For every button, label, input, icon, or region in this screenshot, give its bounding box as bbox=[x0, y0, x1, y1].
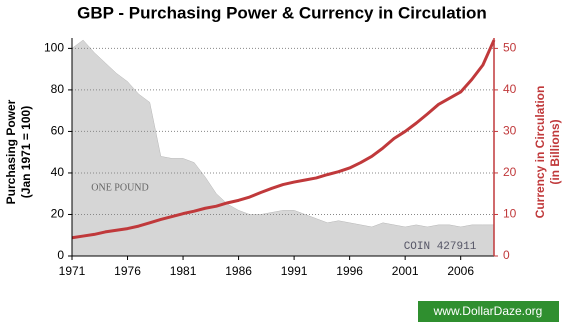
y-tick-label: 60 bbox=[51, 124, 65, 138]
annotation: COIN 427911 bbox=[404, 241, 477, 253]
x-tick-label: 1976 bbox=[114, 264, 141, 278]
y2-tick-label: 0 bbox=[503, 248, 510, 262]
chart-title: GBP - Purchasing Power & Currency in Cir… bbox=[77, 3, 487, 22]
y-tick-label: 40 bbox=[51, 165, 65, 179]
y-tick-label: 100 bbox=[44, 41, 64, 55]
x-tick-label: 1986 bbox=[225, 264, 252, 278]
x-tick-label: 2006 bbox=[447, 264, 474, 278]
currency-line bbox=[71, 39, 496, 240]
y2-tick-label: 20 bbox=[503, 165, 517, 179]
y-axis-label: Purchasing Power bbox=[4, 99, 18, 204]
x-tick-label: 1991 bbox=[281, 264, 308, 278]
y2-axis-label: (in Billions) bbox=[548, 119, 562, 184]
y2-tick-label: 40 bbox=[503, 82, 517, 96]
watermark-box bbox=[418, 301, 559, 322]
y2-tick-label: 10 bbox=[503, 207, 517, 221]
y2-tick-label: 30 bbox=[503, 124, 517, 138]
y2-axis-label: Currency in Circulation bbox=[533, 86, 547, 219]
y-axis-label: (Jan 1971 = 100) bbox=[19, 106, 33, 198]
x-tick-label: 1996 bbox=[336, 264, 363, 278]
purchasing-power-area bbox=[71, 39, 495, 257]
y-tick-label: 0 bbox=[57, 248, 64, 262]
y-tick-label: 20 bbox=[51, 207, 65, 221]
annotation: ONE POUND bbox=[91, 182, 149, 193]
x-tick-label: 2001 bbox=[392, 264, 419, 278]
y2-tick-label: 50 bbox=[503, 41, 517, 55]
x-tick-label: 1971 bbox=[59, 264, 86, 278]
x-tick-label: 1981 bbox=[170, 264, 197, 278]
watermark: www.DollarDaze.org bbox=[433, 304, 543, 318]
y-tick-label: 80 bbox=[51, 82, 65, 96]
